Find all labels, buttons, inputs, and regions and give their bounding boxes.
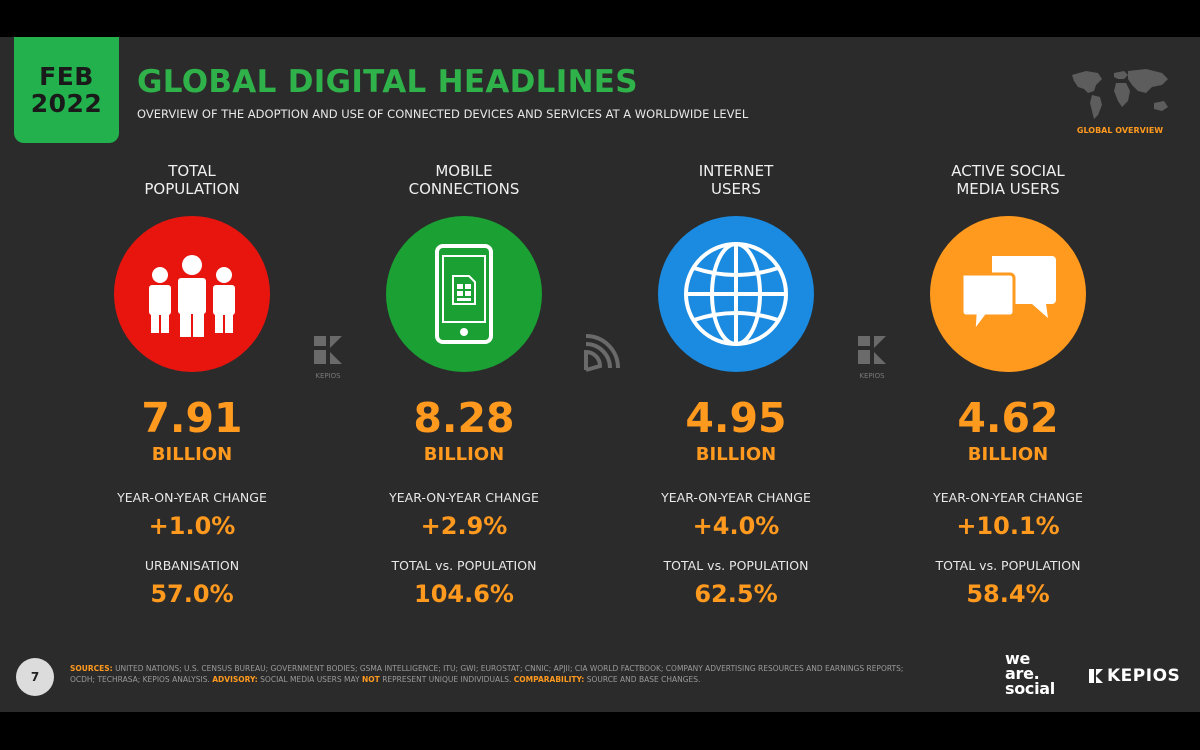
brand-social: social <box>1005 679 1055 698</box>
stat2-value: 62.5% <box>694 580 778 608</box>
stat2-label: TOTAL vs. POPULATION <box>391 558 537 573</box>
kepios-watermark-1: KEPIOS <box>310 334 346 380</box>
kepios-logo: KEPIOS <box>1088 666 1180 686</box>
sources-key: SOURCES: <box>70 664 113 673</box>
stat2-value: 57.0% <box>150 580 234 608</box>
page-subtitle: OVERVIEW OF THE ADOPTION AND USE OF CONN… <box>137 107 749 121</box>
kepios-watermark-label: KEPIOS <box>315 372 341 380</box>
stat1-label: YEAR-ON-YEAR CHANGE <box>117 490 267 505</box>
people-icon <box>114 216 270 372</box>
main-unit: BILLION <box>967 444 1049 465</box>
comparability-key: COMPARABILITY: <box>513 675 585 684</box>
stat-column-internet: INTERNET USERS 4.95 BILLION YEAR-ON-YEAR… <box>611 162 861 608</box>
main-value: 4.62 <box>957 394 1059 442</box>
sources-text: UNITED NATIONS; U.S. CENSUS BUREAU; GOVE… <box>70 664 904 684</box>
stat1-value: +1.0% <box>148 512 236 540</box>
datareportal-icon <box>584 334 620 372</box>
stat1-value: +10.1% <box>956 512 1060 540</box>
column-title-line: TOTAL <box>168 162 216 180</box>
slide: FEB 2022 GLOBAL DIGITAL HEADLINES OVERVI… <box>0 37 1200 712</box>
column-title-line: ACTIVE SOCIAL <box>951 162 1065 180</box>
column-title-line: USERS <box>711 180 761 198</box>
column-title-line: MOBILE <box>435 162 493 180</box>
brand-we: we <box>1005 649 1031 668</box>
main-value: 8.28 <box>413 394 515 442</box>
section-label: GLOBAL OVERVIEW <box>1076 126 1164 135</box>
kepios-watermark-label: KEPIOS <box>859 372 885 380</box>
stat-column-mobile: MOBILE CONNECTIONS 8.28 BILLION YEAR-ON-… <box>339 162 589 608</box>
main-value: 4.95 <box>685 394 787 442</box>
stat2-label: URBANISATION <box>144 558 240 573</box>
stat2-value: 104.6% <box>414 580 514 608</box>
kepios-k-icon <box>1089 669 1103 683</box>
datareportal-watermark <box>580 332 624 376</box>
stat1-value: +2.9% <box>420 512 508 540</box>
stat1-label: YEAR-ON-YEAR CHANGE <box>933 490 1083 505</box>
column-title-line: MEDIA USERS <box>956 180 1060 198</box>
page-number: 7 <box>16 658 54 696</box>
stat2-value: 58.4% <box>966 580 1050 608</box>
column-title-line: POPULATION <box>144 180 240 198</box>
stat2-label: TOTAL vs. POPULATION <box>935 558 1081 573</box>
main-unit: BILLION <box>695 444 777 465</box>
date-month: FEB <box>39 62 94 91</box>
kepios-wordmark: KEPIOS <box>1107 666 1181 686</box>
kepios-k-icon <box>314 336 342 364</box>
kepios-k-icon <box>858 336 886 364</box>
main-value: 7.91 <box>141 394 243 442</box>
column-title-line: INTERNET <box>698 162 774 180</box>
stat-column-population: TOTAL POPULATION 7.91 BILLION YEAR-O <box>67 162 317 608</box>
world-map-icon <box>1072 69 1168 119</box>
page-title: GLOBAL DIGITAL HEADLINES <box>137 64 638 100</box>
brand-are: are. <box>1005 664 1040 683</box>
main-unit: BILLION <box>423 444 505 465</box>
column-title: TOTAL POPULATION <box>67 162 317 202</box>
column-title: MOBILE CONNECTIONS <box>339 162 589 202</box>
advisory-key: ADVISORY: <box>212 675 258 684</box>
mobile-phone-icon <box>386 216 542 372</box>
comparability-text: SOURCE AND BASE CHANGES. <box>586 675 701 684</box>
stat1-label: YEAR-ON-YEAR CHANGE <box>389 490 539 505</box>
globe-icon <box>658 216 814 372</box>
advisory-text-a: SOCIAL MEDIA USERS MAY <box>260 675 360 684</box>
column-title-line: CONNECTIONS <box>408 180 520 198</box>
kepios-watermark-2: KEPIOS <box>854 334 890 380</box>
we-are-social-logo: we are. social <box>1005 649 1055 698</box>
column-title: INTERNET USERS <box>611 162 861 202</box>
advisory-text-b: REPRESENT UNIQUE INDIVIDUALS. <box>382 675 512 684</box>
chat-bubbles-icon <box>930 216 1086 372</box>
sources-note: SOURCES: UNITED NATIONS; U.S. CENSUS BUR… <box>70 663 920 685</box>
stat1-label: YEAR-ON-YEAR CHANGE <box>661 490 811 505</box>
main-unit: BILLION <box>151 444 233 465</box>
date-badge: FEB 2022 <box>14 37 119 143</box>
advisory-not: NOT <box>362 675 380 684</box>
column-title: ACTIVE SOCIAL MEDIA USERS <box>883 162 1133 202</box>
stat-column-social: ACTIVE SOCIAL MEDIA USERS 4.62 BILLION Y… <box>883 162 1133 608</box>
date-year: 2022 <box>30 89 103 118</box>
stat1-value: +4.0% <box>692 512 780 540</box>
stat2-label: TOTAL vs. POPULATION <box>663 558 809 573</box>
